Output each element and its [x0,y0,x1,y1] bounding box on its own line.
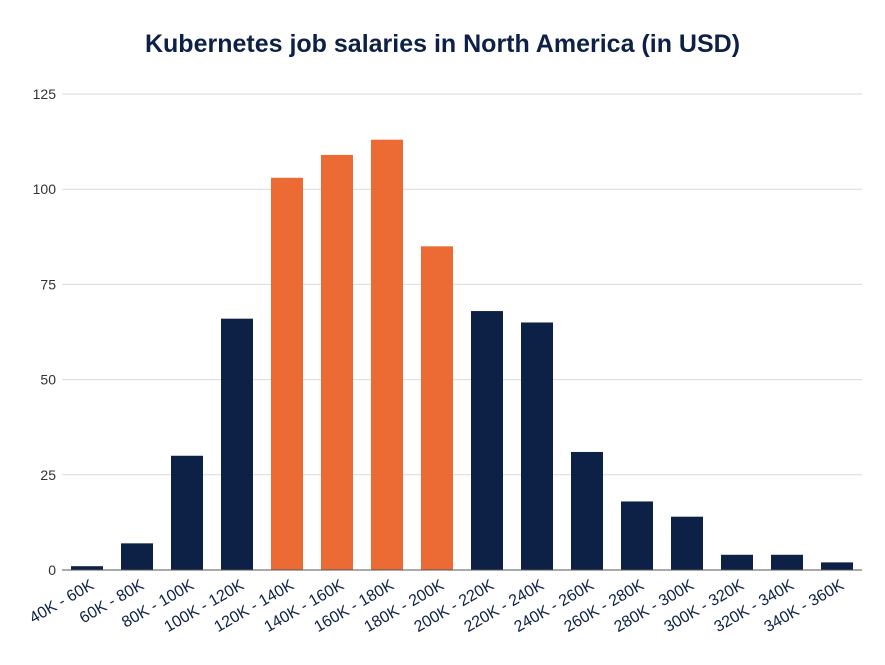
y-tick-label: 25 [40,467,56,483]
bars [71,139,853,571]
bar-4 [271,177,303,570]
bar-8 [471,311,503,570]
chart-title: Kubernetes job salaries in North America… [144,30,741,58]
bar-11 [621,501,653,570]
bar-7 [421,246,453,570]
y-axis-ticks: 0 25 50 75 100 125 [33,86,57,578]
bar-0 [71,566,103,570]
bar-5 [321,154,353,571]
grid-lines [62,93,862,476]
bar-15 [821,562,853,570]
bar-2 [171,455,203,570]
bar-14 [771,554,803,570]
y-tick-label: 125 [33,86,57,102]
y-tick-label: 0 [48,562,56,578]
y-tick-label: 75 [40,276,56,292]
y-tick-label: 50 [40,372,56,388]
bar-3 [221,318,253,570]
bar-9 [521,322,553,570]
bar-6 [371,139,403,571]
y-tick-label: 100 [33,181,57,197]
bar-12 [671,516,703,570]
bar-10 [571,451,603,570]
bar-13 [721,554,753,570]
bar-1 [121,543,153,570]
